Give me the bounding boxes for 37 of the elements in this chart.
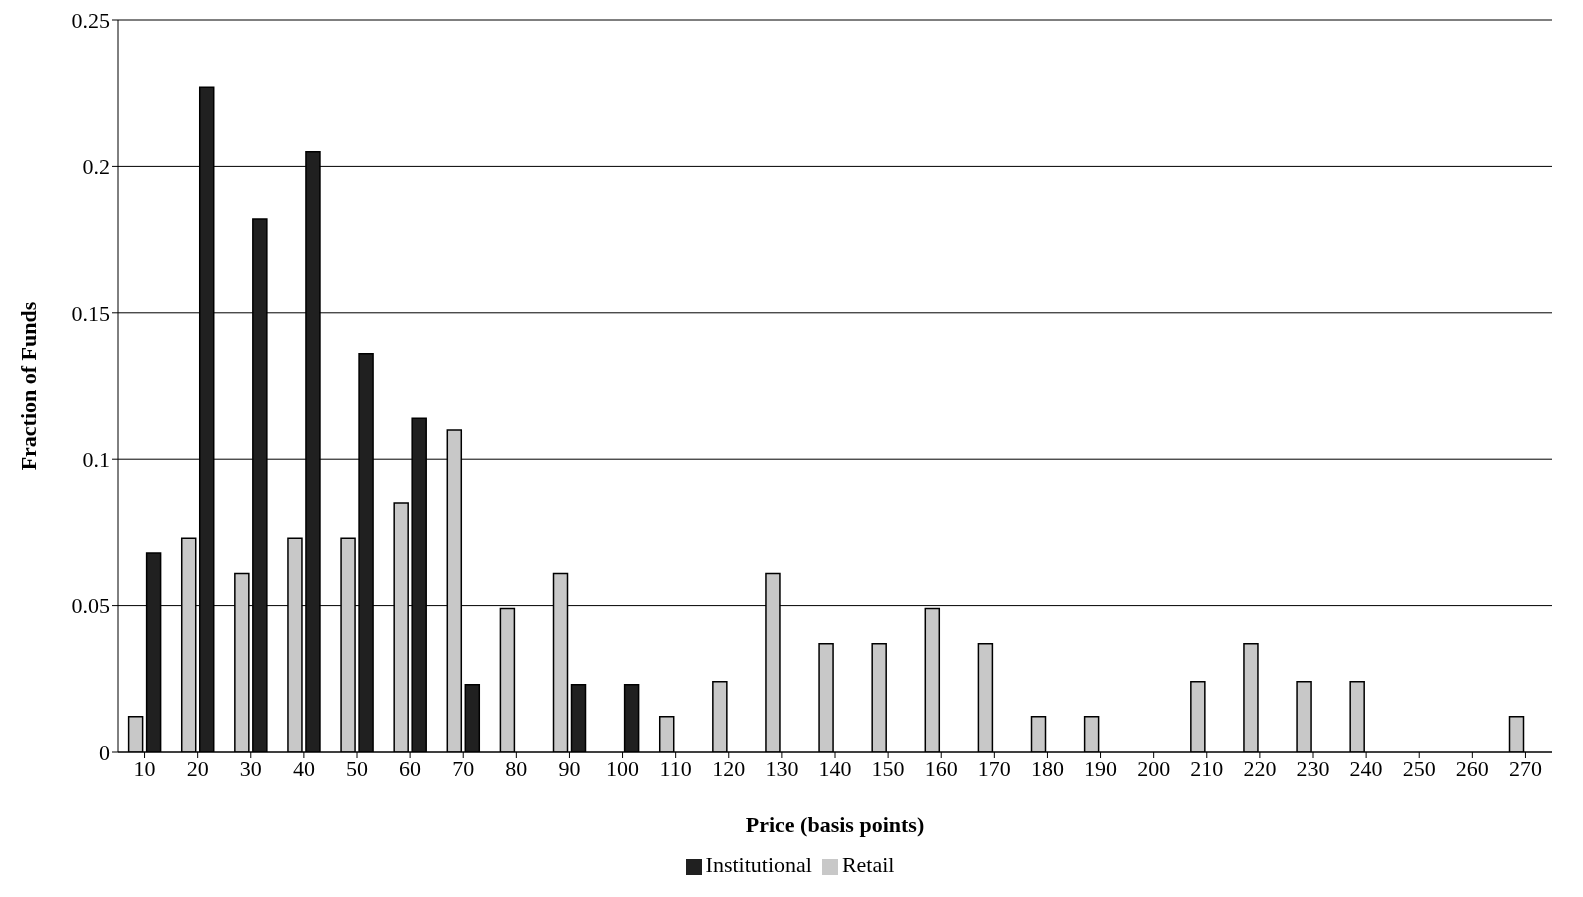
x-tick-label: 60 bbox=[399, 755, 422, 781]
x-tick-label: 190 bbox=[1084, 755, 1118, 781]
x-tick-label: 40 bbox=[292, 755, 315, 781]
y-tick-label: 0 bbox=[99, 739, 110, 765]
x-tick-label: 50 bbox=[346, 755, 368, 781]
y-tick-label: 0.2 bbox=[82, 154, 110, 180]
x-tick-label: 120 bbox=[712, 755, 746, 781]
x-tick-label: 30 bbox=[239, 755, 262, 781]
x-tick-label: 220 bbox=[1243, 755, 1277, 781]
x-tick-label: 180 bbox=[1030, 755, 1064, 781]
x-axis-title: Price (basis points) bbox=[745, 812, 925, 837]
x-tick-label: 70 bbox=[452, 755, 475, 781]
x-tick-label: 250 bbox=[1402, 755, 1436, 781]
y-tick-label: 0.1 bbox=[82, 447, 110, 473]
y-axis-title: Fraction of Funds bbox=[15, 301, 41, 471]
x-tick-label: 130 bbox=[765, 755, 799, 781]
x-tick-label: 90 bbox=[558, 755, 581, 781]
x-tick-label: 270 bbox=[1508, 755, 1542, 781]
x-tick-label: 160 bbox=[924, 755, 958, 781]
legend-label: Retail bbox=[841, 852, 895, 877]
x-tick-label: 10 bbox=[133, 755, 156, 781]
x-tick-label: 110 bbox=[659, 755, 692, 781]
x-tick-label: 80 bbox=[505, 755, 528, 781]
x-tick-label: 100 bbox=[606, 755, 640, 781]
y-tick-label: 0.15 bbox=[71, 300, 110, 326]
x-tick-label: 20 bbox=[186, 755, 209, 781]
x-tick-label: 140 bbox=[818, 755, 852, 781]
x-tick-label: 240 bbox=[1349, 755, 1383, 781]
x-tick-label: 260 bbox=[1455, 755, 1489, 781]
x-tick-label: 200 bbox=[1137, 755, 1171, 781]
x-tick-label: 210 bbox=[1190, 755, 1224, 781]
x-tick-label: 170 bbox=[977, 755, 1011, 781]
x-tick-label: 230 bbox=[1296, 755, 1330, 781]
legend-label: Institutional bbox=[705, 852, 812, 877]
y-tick-label: 0.25 bbox=[71, 7, 110, 33]
x-tick-label: 150 bbox=[871, 755, 905, 781]
y-tick-label: 0.05 bbox=[71, 593, 110, 619]
